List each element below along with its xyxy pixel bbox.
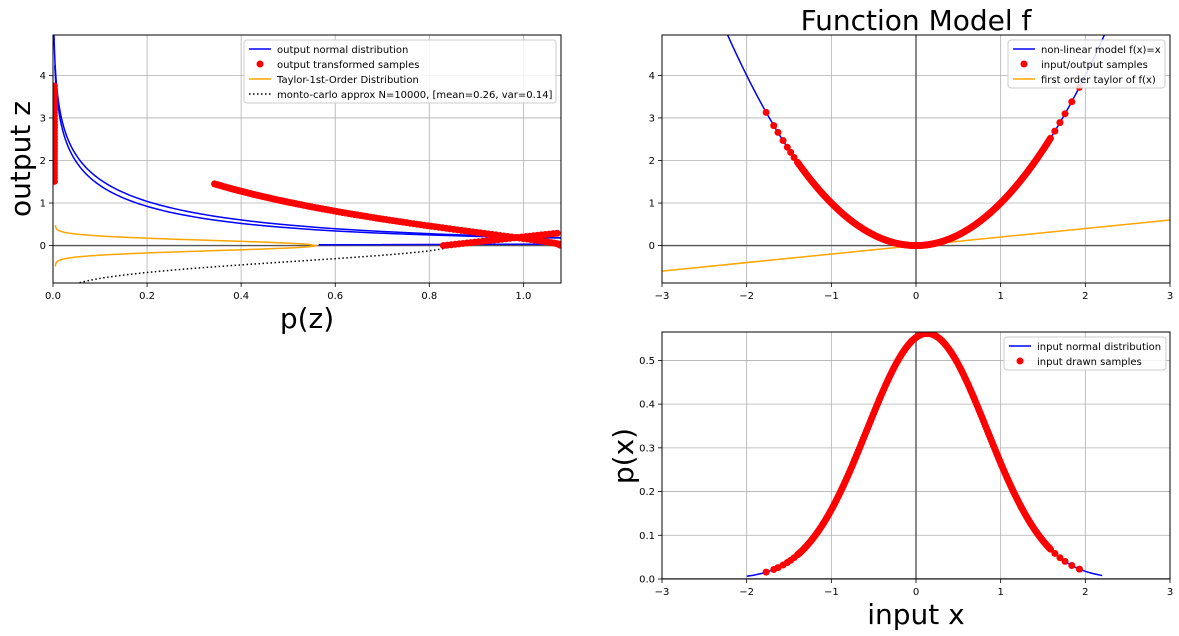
model-ytick-label: 2: [649, 156, 655, 167]
output-transformed-sample: [553, 229, 561, 237]
output-ytick-label: 3: [40, 113, 46, 124]
model-xtick-label: 3: [1167, 291, 1173, 302]
input-ytick-label: 0.3: [639, 443, 655, 454]
input-distribution-subplot: −3 −2 −1 0 1 2 3 0.0 0.1 0.2 0.3 0.4 0.5 input x p(x…: [607, 331, 1173, 631]
model-xtick-label: 0: [913, 291, 919, 302]
output-legend-label-0: output normal distribution: [277, 45, 408, 56]
model-ytick-label: 4: [649, 71, 655, 82]
input-xtick-label: 1: [997, 587, 1003, 598]
output-xtick-label: 1.0: [515, 291, 531, 302]
model-xtick-label: −1: [824, 291, 839, 302]
output-xtick-label: 0.2: [139, 291, 155, 302]
input-drawn-sample: [1046, 545, 1054, 553]
input-drawn-sample: [1068, 561, 1076, 569]
input-drawn-sample: [1056, 554, 1064, 562]
input-drawn-sample: [762, 568, 770, 576]
input-legend: input normal distribution input drawn sa…: [1003, 336, 1167, 371]
input-output-sample: [1051, 127, 1059, 135]
input-drawn-sample: [1061, 557, 1069, 565]
output-distribution-subplot: 0.0 0.2 0.4 0.6 0.8 1.0 0 1 2 3 4 p(z) output z ou…: [4, 34, 562, 335]
input-xlabel: input x: [867, 598, 965, 631]
input-output-sample: [787, 148, 795, 156]
output-xtick-label: 0.8: [421, 291, 437, 302]
model-samples: [762, 83, 1083, 250]
model-ytick-label: 1: [649, 199, 655, 210]
input-ytick-label: 0.2: [639, 487, 655, 498]
input-drawn-sample: [1051, 549, 1059, 557]
output-ylabel: output z: [4, 101, 37, 217]
model-ticks: −3 −2 −1 0 1 2 3 0 1 2 3 4: [649, 71, 1174, 302]
input-xtick-label: −1: [824, 587, 839, 598]
output-xtick-label: 0.4: [233, 291, 249, 302]
output-transformed-sample: [556, 241, 561, 249]
input-xtick-label: 2: [1082, 587, 1088, 598]
model-xtick-label: 1: [997, 291, 1003, 302]
output-ytick-label: 4: [40, 71, 46, 82]
output-legend-box: [243, 39, 557, 104]
model-ytick-label: 3: [649, 113, 655, 124]
input-ytick-label: 0.0: [639, 575, 655, 586]
output-legend-label-2: Taylor-1st-Order Distribution: [276, 75, 419, 86]
model-ytick-label: 0: [649, 241, 655, 252]
input-legend-box: [1003, 336, 1167, 371]
output-xtick-label: 0.0: [45, 291, 61, 302]
input-output-sample: [779, 137, 787, 144]
input-drawn-sample: [1075, 565, 1083, 573]
model-legend-box: [1007, 39, 1166, 89]
input-samples: [762, 332, 1083, 576]
output-ytick-label: 1: [40, 199, 46, 210]
model-legend-label-2: first order taylor of f(x): [1041, 75, 1156, 86]
output-ytick-label: 0: [40, 241, 46, 252]
output-plot-frame: [52, 34, 562, 284]
model-xtick-label: −2: [739, 291, 754, 302]
output-xlabel: p(z): [280, 302, 334, 335]
input-legend-label-1: input drawn samples: [1037, 357, 1142, 368]
model-legend-label-1: input/output samples: [1041, 60, 1148, 71]
output-ytick-label: 2: [40, 156, 46, 167]
output-legend-handle-1: [256, 60, 264, 68]
model-legend: non-linear model f(x)=x input/output sam…: [1007, 39, 1166, 89]
model-xtick-label: 2: [1082, 291, 1088, 302]
function-model-subplot: Function Model f −3 −2 −1 0 1 2 3 0 1 2 3 4 non-lin…: [649, 4, 1174, 302]
input-xtick-label: 0: [913, 587, 919, 598]
model-legend-handle-1: [1020, 60, 1028, 68]
output-samples: [53, 82, 561, 250]
output-legend-label-3: monto-carlo approx N=10000, [mean=0.26, …: [277, 90, 553, 101]
model-xtick-label: −3: [655, 291, 670, 302]
input-xtick-label: 3: [1167, 587, 1173, 598]
input-xtick-label: −2: [739, 587, 754, 598]
output-legend: output normal distribution output transf…: [243, 39, 557, 104]
input-ylabel: p(x): [607, 428, 640, 484]
input-ticks: −3 −2 −1 0 1 2 3 0.0 0.1 0.2 0.3 0.4 0.5: [639, 356, 1173, 598]
output-xtick-label: 0.6: [327, 291, 343, 302]
input-output-sample: [783, 143, 791, 151]
input-ytick-label: 0.5: [639, 356, 655, 367]
input-output-sample: [762, 108, 770, 116]
input-legend-label-0: input normal distribution: [1037, 342, 1161, 353]
input-output-sample: [1061, 110, 1069, 118]
input-output-sample: [1046, 134, 1054, 142]
model-legend-label-0: non-linear model f(x)=x: [1041, 45, 1161, 56]
input-ytick-label: 0.4: [639, 400, 655, 411]
taylor-first-order-line: [54, 225, 319, 267]
input-ytick-label: 0.1: [639, 531, 655, 542]
output-legend-label-1: output transformed samples: [277, 60, 419, 71]
input-output-sample: [1056, 119, 1064, 127]
input-output-sample: [1068, 98, 1076, 106]
model-title: Function Model f: [801, 4, 1033, 37]
input-output-sample: [770, 122, 778, 130]
output-transformed-sample: [53, 177, 58, 185]
input-output-sample: [774, 128, 782, 136]
output-ticks: 0.0 0.2 0.4 0.6 0.8 1.0 0 1 2 3 4: [40, 71, 532, 302]
input-xtick-label: −3: [655, 587, 670, 598]
input-legend-handle-1: [1016, 357, 1024, 365]
